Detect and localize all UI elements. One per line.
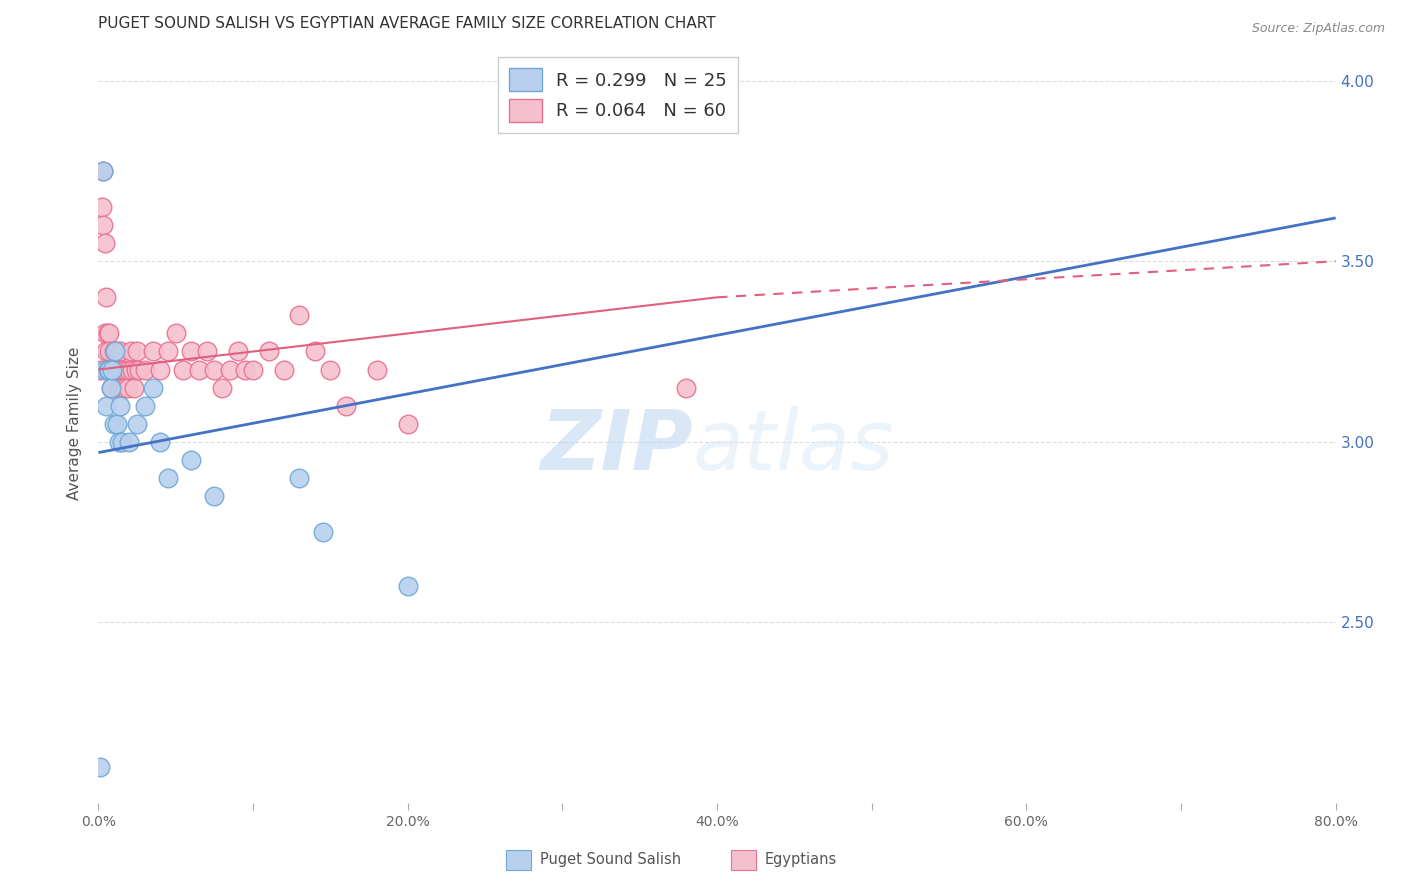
Point	[172, 362, 194, 376]
Point	[101, 362, 124, 376]
Point	[114, 381, 136, 395]
Point	[93, 236, 115, 251]
Point	[93, 362, 115, 376]
Point	[103, 362, 125, 376]
Point	[97, 326, 120, 341]
Point	[120, 344, 142, 359]
Point	[195, 344, 218, 359]
Point	[91, 218, 114, 232]
Point	[128, 362, 150, 376]
Point	[180, 344, 202, 359]
Point	[211, 381, 233, 395]
Point	[112, 362, 135, 376]
Point	[91, 164, 114, 178]
Point	[100, 381, 122, 395]
Point	[108, 344, 131, 359]
Point	[104, 344, 127, 359]
Point	[288, 309, 311, 323]
Point	[96, 344, 118, 359]
Point	[188, 362, 211, 376]
Point	[105, 362, 128, 376]
Point	[101, 362, 124, 376]
Point	[104, 362, 127, 376]
Point	[108, 399, 131, 413]
Point	[233, 362, 257, 376]
Point	[396, 579, 419, 593]
Point	[204, 362, 226, 376]
Text: atlas: atlas	[692, 406, 894, 487]
Point	[100, 381, 122, 395]
Point	[118, 434, 141, 449]
Point	[122, 381, 145, 395]
Text: PUGET SOUND SALISH VS EGYPTIAN AVERAGE FAMILY SIZE CORRELATION CHART: PUGET SOUND SALISH VS EGYPTIAN AVERAGE F…	[98, 16, 716, 31]
Point	[103, 344, 125, 359]
Text: Source: ZipAtlas.com: Source: ZipAtlas.com	[1251, 22, 1385, 36]
Text: Egyptians: Egyptians	[765, 853, 837, 867]
Point	[96, 399, 118, 413]
Point	[204, 489, 226, 503]
Legend: R = 0.299   N = 25, R = 0.064   N = 60: R = 0.299 N = 25, R = 0.064 N = 60	[498, 57, 738, 133]
Point	[288, 471, 311, 485]
Point	[101, 381, 124, 395]
Point	[100, 362, 122, 376]
Point	[118, 362, 141, 376]
Point	[127, 344, 149, 359]
Point	[127, 417, 149, 431]
Point	[396, 417, 419, 431]
Point	[98, 344, 121, 359]
Point	[115, 362, 138, 376]
Point	[121, 362, 143, 376]
Point	[98, 326, 121, 341]
Point	[165, 326, 187, 341]
Point	[149, 362, 172, 376]
Point	[149, 434, 172, 449]
Point	[111, 434, 132, 449]
Point	[89, 760, 111, 774]
Point	[335, 399, 357, 413]
Point	[124, 362, 146, 376]
Point	[257, 344, 280, 359]
Point	[105, 344, 128, 359]
Point	[97, 362, 120, 376]
Point	[91, 164, 114, 178]
Point	[103, 417, 125, 431]
Point	[273, 362, 295, 376]
Y-axis label: Average Family Size: Average Family Size	[66, 347, 82, 500]
Point	[226, 344, 249, 359]
Text: Puget Sound Salish: Puget Sound Salish	[540, 853, 681, 867]
Point	[107, 381, 129, 395]
Point	[107, 434, 129, 449]
Point	[141, 381, 165, 395]
Point	[98, 362, 121, 376]
Point	[219, 362, 242, 376]
Point	[117, 381, 139, 395]
Point	[111, 362, 132, 376]
Point	[157, 344, 180, 359]
Point	[675, 381, 697, 395]
Point	[111, 381, 132, 395]
Point	[312, 524, 335, 539]
Point	[89, 362, 111, 376]
Point	[107, 362, 129, 376]
Point	[319, 362, 342, 376]
Point	[134, 399, 156, 413]
Point	[93, 326, 115, 341]
Point	[242, 362, 264, 376]
Point	[134, 362, 156, 376]
Point	[105, 417, 128, 431]
Point	[366, 362, 388, 376]
Text: ZIP: ZIP	[540, 406, 692, 487]
Point	[141, 344, 165, 359]
Point	[90, 200, 112, 214]
Point	[96, 290, 118, 304]
Point	[157, 471, 180, 485]
Point	[180, 452, 202, 467]
Point	[304, 344, 326, 359]
